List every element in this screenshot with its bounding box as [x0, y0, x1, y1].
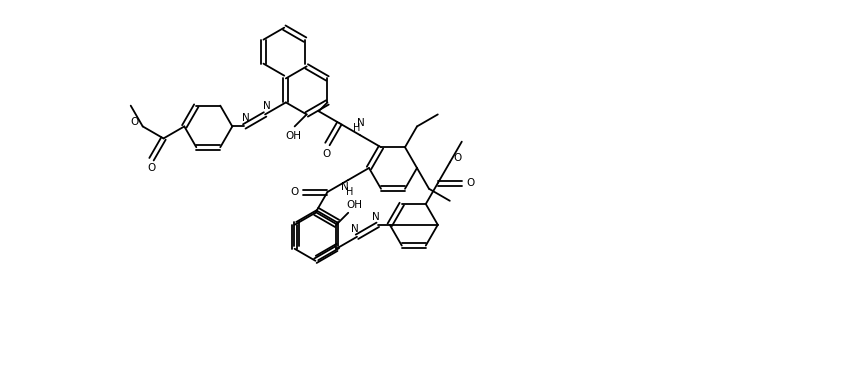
Text: OH: OH — [285, 132, 302, 141]
Text: H: H — [346, 187, 353, 197]
Text: O: O — [323, 149, 330, 159]
Text: O: O — [147, 163, 156, 173]
Text: N: N — [341, 182, 349, 192]
Text: O: O — [130, 117, 139, 127]
Text: N: N — [263, 101, 271, 111]
Text: N: N — [242, 113, 250, 123]
Text: O: O — [291, 187, 298, 197]
Text: N: N — [352, 224, 359, 234]
Text: N: N — [357, 118, 365, 128]
Text: OH: OH — [346, 200, 363, 210]
Text: N: N — [372, 212, 379, 222]
Text: O: O — [467, 178, 475, 188]
Text: H: H — [352, 123, 360, 133]
Text: O: O — [454, 153, 462, 163]
